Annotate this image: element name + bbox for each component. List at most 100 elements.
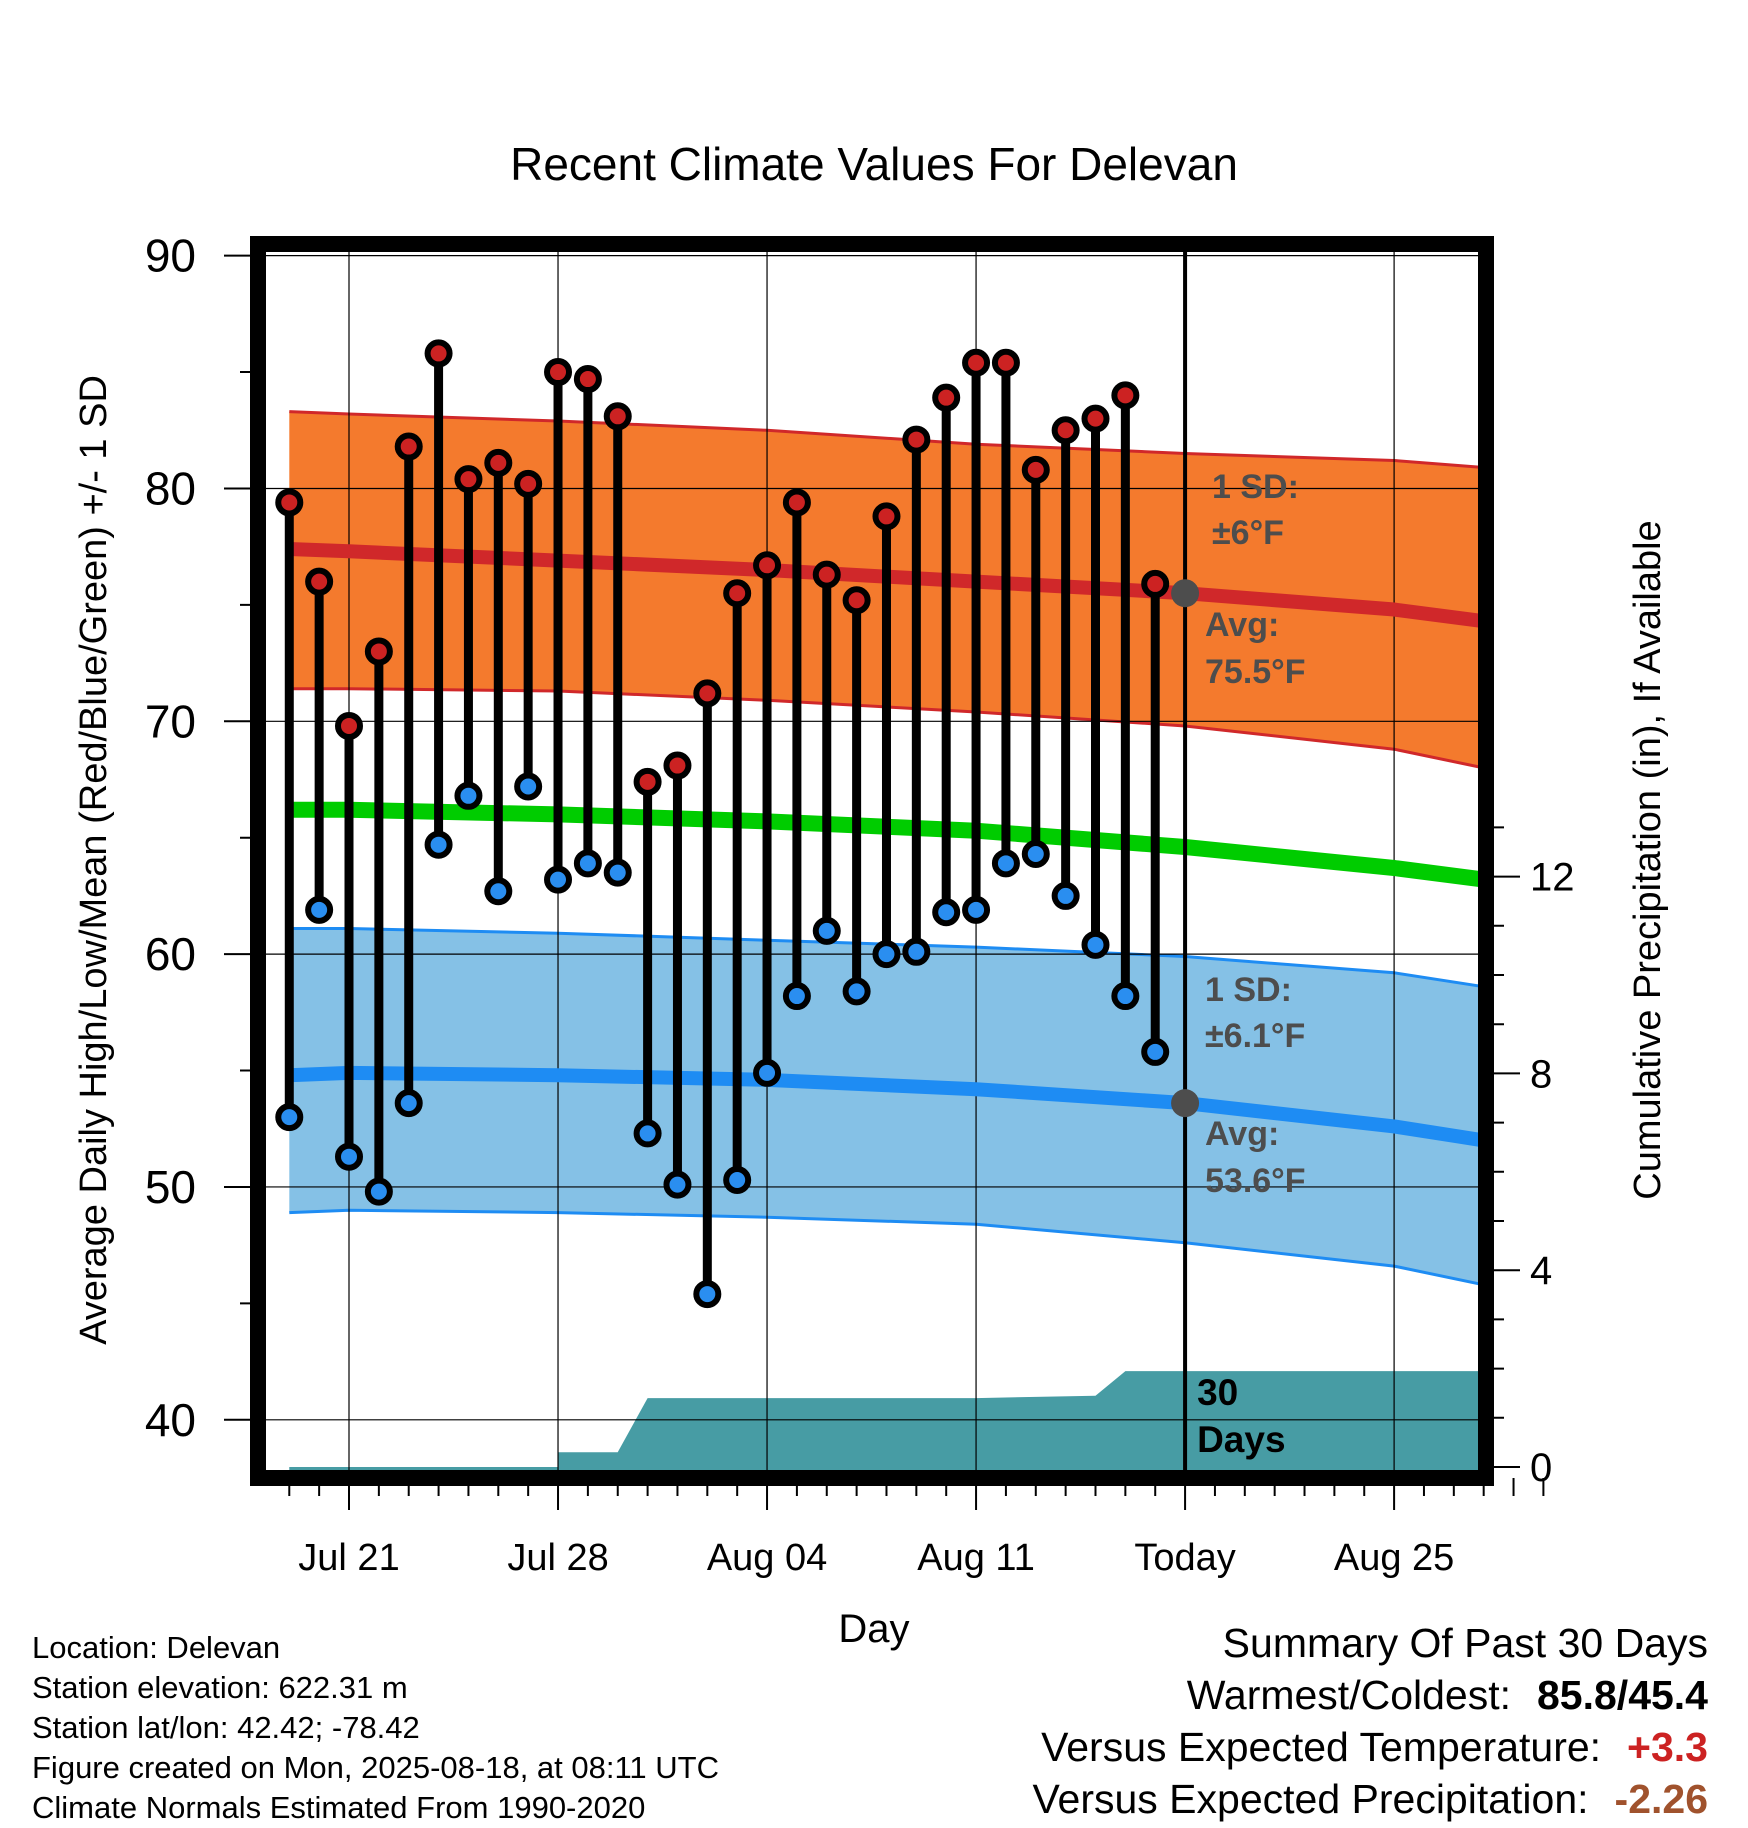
y2-tick-label: 12 (1530, 856, 1575, 900)
obs-low-point (842, 977, 871, 1006)
obs-high-point (902, 425, 931, 454)
obs-low-point (812, 916, 841, 945)
precip-value: -2.26 (1614, 1776, 1708, 1822)
location-text: Location: Delevan (32, 1630, 281, 1665)
low-sd-lower-line (289, 1208, 1485, 1287)
obs-high-point (633, 767, 662, 796)
obs-high-point (603, 402, 632, 431)
obs-low-point (1111, 982, 1140, 1011)
today-high-avg-marker (1171, 579, 1200, 608)
obs-low-point (723, 1165, 752, 1194)
obs-high-point (424, 339, 453, 368)
warm-cold-label: Warmest/Coldest: (1186, 1672, 1511, 1718)
latlon-text: Station lat/lon: 42.42; -78.42 (32, 1710, 420, 1745)
obs-high-point (872, 502, 901, 531)
obs-low-point (394, 1089, 423, 1118)
x-tick-label: Jul 28 (507, 1537, 608, 1579)
temp-value: +3.3 (1627, 1724, 1708, 1770)
obs-high-point (1141, 569, 1170, 598)
y2-tick-label: 8 (1530, 1052, 1552, 1096)
obs-low-point (1081, 930, 1110, 959)
obs-low-point (1021, 840, 1050, 869)
low-avg-label: Avg: (1205, 1115, 1279, 1153)
obs-high-point (1051, 416, 1080, 445)
obs-low-point (932, 898, 961, 927)
y-tick-label: 50 (145, 1161, 196, 1213)
low-sd-value: ±6.1°F (1205, 1017, 1305, 1055)
obs-low-point (633, 1119, 662, 1148)
obs-high-point (991, 348, 1020, 377)
summary-precipitation: Versus Expected Precipitation: -2.26 (1032, 1776, 1708, 1823)
obs-high-point (812, 560, 841, 589)
y-tick-label: 40 (145, 1394, 196, 1446)
high-avg-line (289, 542, 1485, 629)
obs-low-point (693, 1280, 722, 1309)
chart-title: Recent Climate Values For Delevan (510, 138, 1238, 190)
obs-high-point (753, 551, 782, 580)
created-text: Figure created on Mon, 2025-08-18, at 08… (32, 1750, 719, 1785)
today-low-avg-marker (1171, 1089, 1200, 1118)
obs-high-point (962, 348, 991, 377)
obs-low-point (753, 1058, 782, 1087)
high-avg-label: Avg: (1205, 606, 1279, 644)
obs-low-point (663, 1170, 692, 1199)
plot-frame (250, 236, 1494, 1486)
low-sd-label: 1 SD: (1205, 971, 1292, 1009)
obs-low-point (902, 937, 931, 966)
precip-label: 30 (1197, 1372, 1238, 1413)
obs-low-point (514, 772, 543, 801)
x-tick-label: Jul 21 (298, 1537, 399, 1579)
obs-low-point (573, 849, 602, 878)
low-sd-upper-line (289, 927, 1484, 989)
temp-label: Versus Expected Temperature: (1041, 1724, 1602, 1770)
y-tick-label: 70 (145, 695, 196, 747)
warm-cold-value: 85.8/45.4 (1537, 1672, 1708, 1718)
summary-warm-cold: Warmest/Coldest: 85.8/45.4 (1187, 1672, 1708, 1719)
summary-title: Summary Of Past 30 Days (1222, 1620, 1708, 1666)
y-tick-label: 90 (145, 230, 196, 282)
obs-high-point (394, 432, 423, 461)
elevation-text: Station elevation: 622.31 m (32, 1670, 408, 1705)
high-sd-lower-line (289, 687, 1485, 770)
obs-high-point (544, 358, 573, 387)
summary-temperature: Versus Expected Temperature: +3.3 (1041, 1724, 1708, 1771)
obs-low-point (544, 865, 573, 894)
y-tick-label: 80 (145, 462, 196, 514)
obs-low-point (484, 877, 513, 906)
obs-high-point (782, 488, 811, 517)
obs-low-point (275, 1103, 304, 1132)
obs-high-point (1081, 404, 1110, 433)
precip-label: Versus Expected Precipitation: (1032, 1776, 1589, 1822)
obs-low-point (872, 940, 901, 969)
obs-low-point (454, 781, 483, 810)
y-axis-label: Average Daily High/Low/Mean (Red/Blue/Gr… (73, 375, 115, 1345)
obs-low-point (782, 982, 811, 1011)
y2-tick-label: 4 (1530, 1249, 1552, 1293)
obs-low-point (1051, 881, 1080, 910)
obs-high-point (275, 488, 304, 517)
low-avg-line (289, 1065, 1485, 1148)
obs-high-point (364, 637, 393, 666)
low-avg-value: 53.6°F (1205, 1162, 1306, 1200)
obs-high-point (932, 383, 961, 412)
plot-area: 30 Days 1 SD: ±6°F Avg: 75.5°F 1 SD: ±6.1°F Avg:… (145, 230, 1575, 1579)
precip-label: Days (1197, 1419, 1285, 1460)
obs-low-point (424, 830, 453, 859)
high-sd-upper-line (289, 410, 1484, 469)
plot-interior: 30 Days 1 SD: ±6°F Avg: 75.5°F 1 SD: ±6.1°F Avg:… (258, 244, 1486, 1478)
x-tick-label: Aug 25 (1334, 1537, 1454, 1579)
obs-high-point (454, 465, 483, 494)
normals-text: Climate Normals Estimated From 1990-2020 (32, 1790, 646, 1825)
precip-area (289, 1371, 1486, 1478)
obs-high-point (693, 679, 722, 708)
obs-low-point (364, 1177, 393, 1206)
obs-low-point (991, 849, 1020, 878)
x-axis-label: Day (838, 1607, 909, 1651)
obs-high-point (573, 365, 602, 394)
obs-high-point (1021, 455, 1050, 484)
obs-high-point (484, 448, 513, 477)
obs-low-point (305, 895, 334, 924)
x-tick-label: Aug 11 (917, 1537, 1035, 1579)
high-sd-value: ±6°F (1212, 514, 1284, 552)
